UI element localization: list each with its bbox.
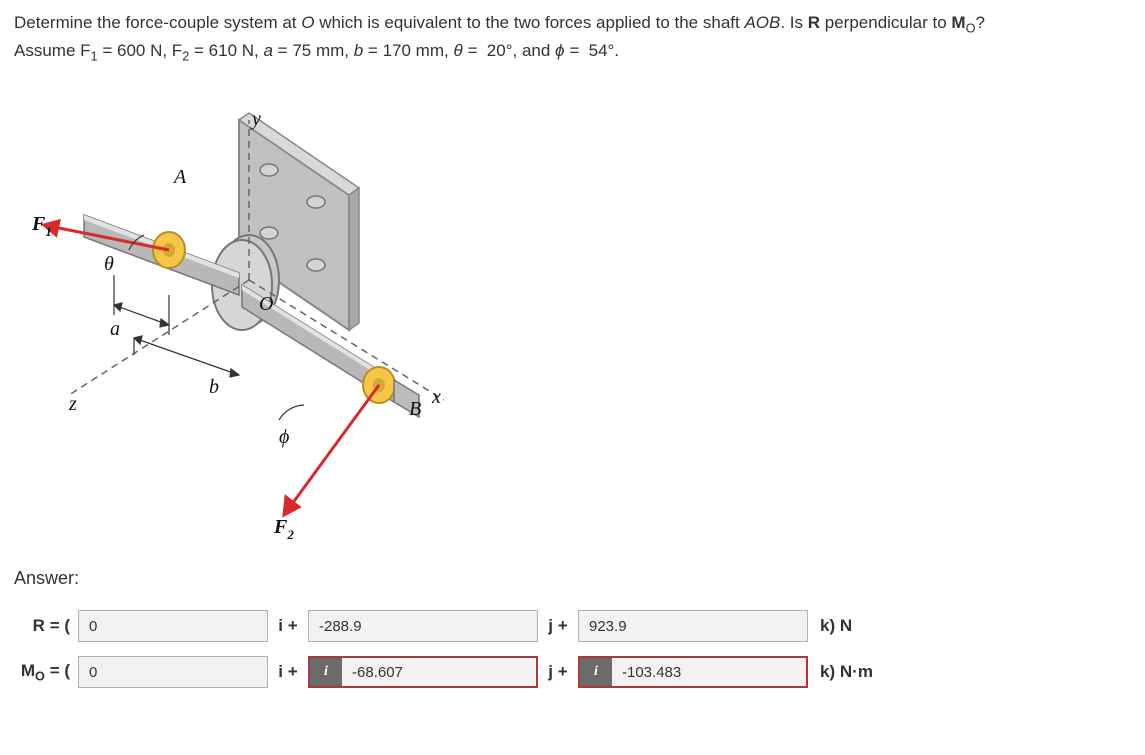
text: ?	[976, 13, 985, 32]
lhs-r: R = (	[14, 616, 74, 636]
dim-a	[114, 275, 169, 335]
answer-label: Answer:	[14, 568, 1131, 589]
var-b: b	[354, 41, 363, 60]
info-icon[interactable]: i	[310, 658, 342, 686]
label-theta: θ	[104, 253, 114, 275]
label-o: O	[259, 293, 273, 315]
sub1: 1	[91, 48, 98, 63]
text: Determine the force-couple system at	[14, 13, 301, 32]
theta: θ =	[453, 41, 482, 60]
problem-statement: Determine the force-couple system at O w…	[14, 10, 1131, 65]
answer-section: Answer: R = ( 0 i + -288.9 j + 923.9 k) …	[14, 568, 1131, 691]
input-mo-j[interactable]: i-68.607	[308, 656, 538, 688]
label-dim-b: b	[209, 376, 219, 398]
i-plus: i +	[272, 662, 304, 682]
row-mo: MO = ( 0 i + i-68.607 j + i-103.483 k) N…	[14, 653, 1131, 691]
label-z: z	[68, 393, 77, 415]
moment-m: M	[951, 13, 965, 32]
text: = 75 mm,	[273, 41, 354, 60]
lhs-mo: MO = (	[14, 661, 74, 683]
label-y: y	[250, 108, 261, 130]
point-o: O	[301, 13, 314, 32]
text: perpendicular to	[820, 13, 951, 32]
text: , and	[513, 41, 556, 60]
shaft-aob: AOB	[744, 13, 780, 32]
row-r: R = ( 0 i + -288.9 j + 923.9 k) N	[14, 607, 1131, 645]
text: which is equivalent to the two forces ap…	[314, 13, 744, 32]
shaft-diagram: F1 F2 A B O a b x y z θ ϕ	[14, 85, 444, 545]
text: = 610 N,	[189, 41, 263, 60]
text: = 600 N, F	[98, 41, 183, 60]
input-mo-k[interactable]: i-103.483	[578, 656, 808, 688]
unit-r: k) N	[812, 616, 852, 636]
j-plus: j +	[542, 616, 574, 636]
j-plus: j +	[542, 662, 574, 682]
input-r-j[interactable]: -288.9	[308, 610, 538, 642]
angle-phi	[279, 405, 304, 420]
sub-o: O	[966, 20, 976, 35]
phi: ϕ =	[555, 41, 584, 60]
label-dim-a: a	[110, 318, 120, 340]
force-f2	[284, 385, 379, 515]
var-a: a	[263, 41, 272, 60]
input-mo-i[interactable]: 0	[78, 656, 268, 688]
unit-mo: k) N·m	[812, 662, 873, 682]
text: .	[614, 41, 619, 60]
input-r-i[interactable]: 0	[78, 610, 268, 642]
phi-val: 54°	[589, 41, 615, 60]
input-r-k[interactable]: 923.9	[578, 610, 808, 642]
label-phi: ϕ	[279, 426, 289, 448]
vector-r: R	[808, 13, 820, 32]
label-a: A	[172, 166, 187, 188]
figure: F1 F2 A B O a b x y z θ ϕ	[14, 85, 1131, 550]
label-f1: F1	[31, 213, 52, 239]
label-b: B	[409, 398, 421, 420]
label-f2: F2	[273, 516, 294, 542]
text: . Is	[780, 13, 807, 32]
theta-val: 20°	[487, 41, 513, 60]
i-plus: i +	[272, 616, 304, 636]
label-x: x	[431, 386, 441, 408]
info-icon[interactable]: i	[580, 658, 612, 686]
text: = 170 mm,	[363, 41, 453, 60]
dim-b	[134, 336, 239, 377]
text: Assume F	[14, 41, 91, 60]
